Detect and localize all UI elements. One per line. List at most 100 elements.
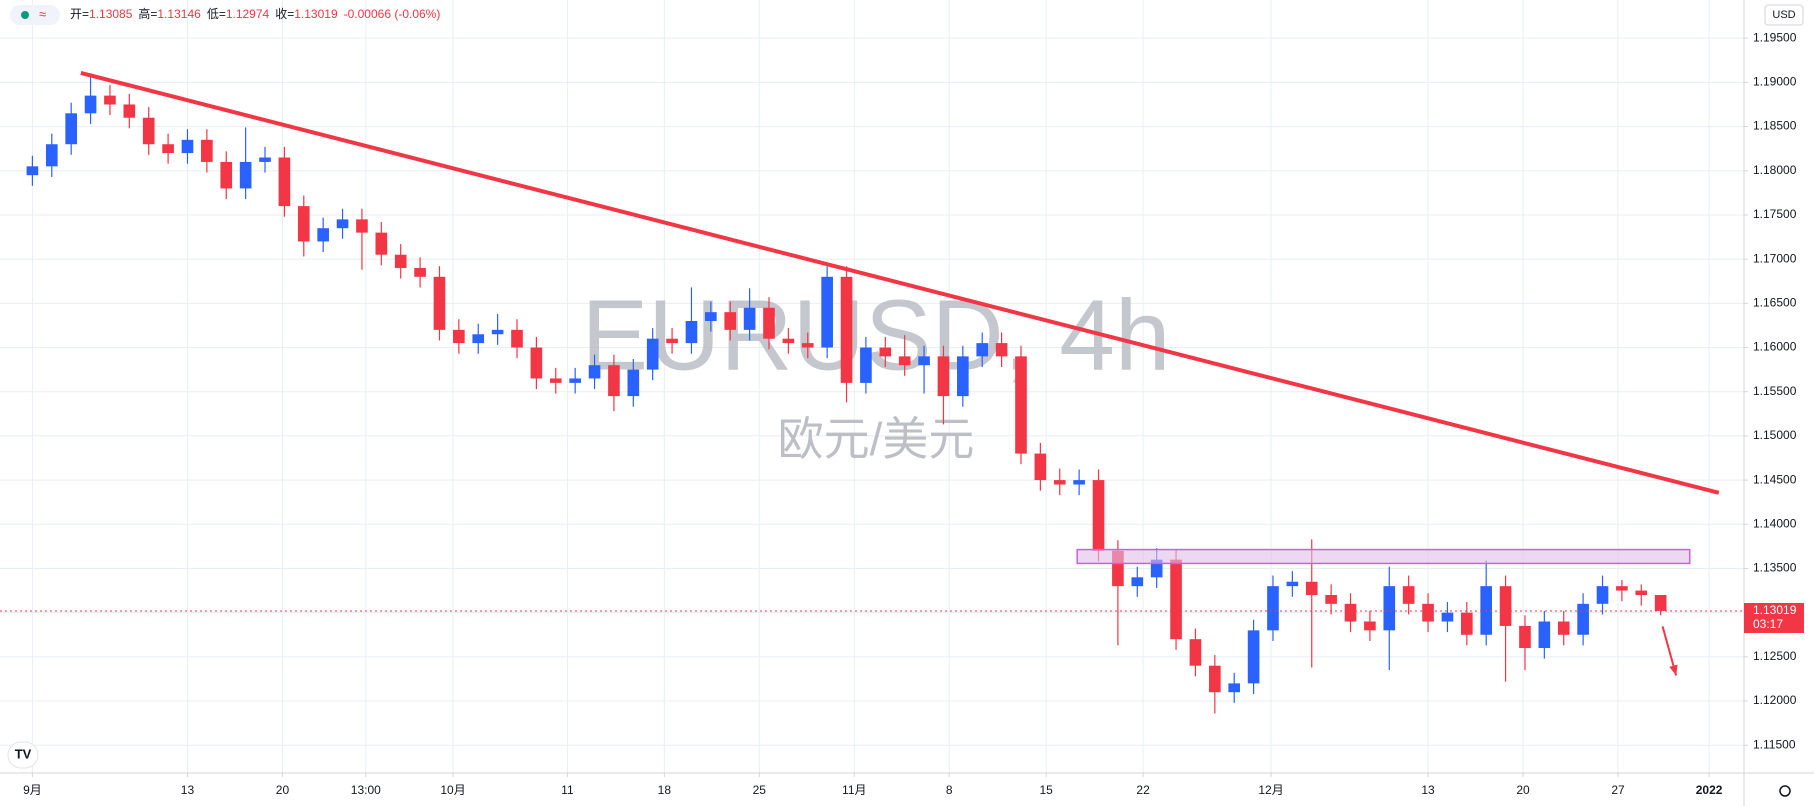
candle-body	[491, 329, 504, 335]
candle-body	[1170, 559, 1182, 640]
candle-body	[394, 254, 407, 268]
candle-body	[239, 161, 252, 189]
candle-body	[1577, 603, 1589, 635]
x-tick-label: 9月	[23, 783, 42, 797]
candle-body	[976, 343, 989, 357]
legend-label: 收=	[275, 7, 294, 21]
candle-body	[142, 117, 155, 145]
grid	[0, 0, 1744, 773]
logo[interactable]	[7, 741, 39, 769]
candle-body	[1635, 590, 1648, 595]
legend-label: 低=	[207, 7, 226, 21]
candle-body	[433, 276, 446, 330]
y-tick-label: 1.19500	[1753, 30, 1797, 44]
legend-value: 1.13146	[157, 7, 201, 21]
x-tick-label: 11	[561, 783, 574, 797]
legend-label: 开=	[70, 7, 89, 21]
candle-body	[1344, 603, 1357, 622]
candle-body	[1325, 594, 1337, 604]
candle-body	[1364, 621, 1376, 631]
candle-body	[879, 347, 892, 357]
x-tick-label: 25	[753, 783, 767, 797]
candle-body	[937, 356, 950, 397]
legend-change: -0.00066 (-0.06%)	[344, 7, 441, 21]
x-tick-label: 12月	[1258, 783, 1283, 797]
status-dot	[21, 11, 29, 19]
candle-body	[336, 219, 349, 229]
candle-body	[1557, 621, 1570, 635]
candle-body	[801, 343, 814, 348]
candle-body	[375, 232, 388, 255]
x-tick-label: 8	[946, 783, 953, 797]
y-tick-label: 1.11500	[1753, 737, 1796, 751]
candle-body	[1616, 586, 1628, 591]
countdown-label: 03:17	[1753, 617, 1783, 631]
candle-body	[1228, 683, 1241, 693]
logo-mark: TV	[15, 746, 32, 761]
candle-body	[763, 307, 775, 339]
legend-label: 高=	[138, 6, 157, 21]
candle-body	[511, 329, 523, 348]
candle-body	[453, 329, 465, 344]
settings-icon[interactable]	[1779, 785, 1791, 797]
y-tick-label: 1.14000	[1753, 516, 1797, 530]
candle-body	[724, 312, 737, 330]
y-tick-label: 1.18000	[1753, 163, 1797, 177]
candle-body	[220, 161, 233, 189]
candle-body	[1189, 639, 1202, 666]
watermark-subtitle: 欧元/美元	[778, 413, 975, 465]
candle-body	[995, 343, 1008, 357]
plot	[0, 70, 1744, 714]
candle-body	[104, 95, 116, 105]
candle-body	[1015, 356, 1027, 454]
status-icon: ≈	[39, 6, 46, 21]
candle-body	[549, 378, 562, 383]
x-tick-label: 22	[1136, 783, 1150, 797]
candle-body	[1383, 586, 1396, 631]
candle-body	[84, 95, 97, 114]
candle-body	[1305, 581, 1318, 595]
y-tick-label: 1.12000	[1753, 693, 1797, 707]
candle-body	[782, 338, 795, 344]
candle-body	[840, 276, 853, 383]
candle-body	[1402, 586, 1415, 604]
y-tick-label: 1.19000	[1753, 75, 1797, 89]
candle-body	[821, 276, 833, 348]
x-tick-label: 2022	[1696, 783, 1723, 797]
candle-body	[569, 378, 581, 383]
currency-button[interactable]	[1764, 4, 1804, 26]
candle-body	[1247, 630, 1260, 684]
candle-body	[1267, 586, 1279, 631]
x-tick-label: 27	[1611, 783, 1625, 797]
x-tick-label: 13	[181, 783, 195, 797]
candle-body	[201, 139, 213, 162]
candle-body	[259, 157, 271, 162]
candle-body	[162, 144, 174, 154]
candle-body	[1150, 559, 1163, 578]
candle-body	[1112, 550, 1124, 587]
y-tick-label: 1.15000	[1753, 428, 1797, 442]
legend-value: 1.12974	[226, 7, 270, 21]
candle-body	[1053, 480, 1066, 485]
legend-toggle[interactable]	[10, 5, 60, 25]
y-tick-label: 1.16500	[1753, 296, 1797, 310]
trendline	[80, 70, 1720, 495]
candle-body	[743, 307, 756, 330]
candle-body	[472, 334, 485, 344]
candle-body	[1034, 453, 1047, 481]
candle-body	[1286, 581, 1299, 587]
candle-body	[317, 228, 329, 242]
candle-body	[957, 356, 969, 397]
legend-value: 1.13019	[294, 7, 338, 21]
candle-body	[1596, 586, 1609, 604]
y-tick-label: 1.17500	[1753, 207, 1797, 221]
candle-body	[45, 144, 58, 167]
candle-body	[26, 166, 39, 176]
x-tick-label: 20	[276, 783, 290, 797]
ohlc-legend: 开=1.13085 高=1.13146 低=1.12974 收=1.13019 -0.0…	[70, 6, 440, 21]
last-price-box	[1744, 602, 1804, 633]
candle-body	[918, 356, 930, 366]
y-tick-label: 1.14500	[1753, 472, 1797, 486]
